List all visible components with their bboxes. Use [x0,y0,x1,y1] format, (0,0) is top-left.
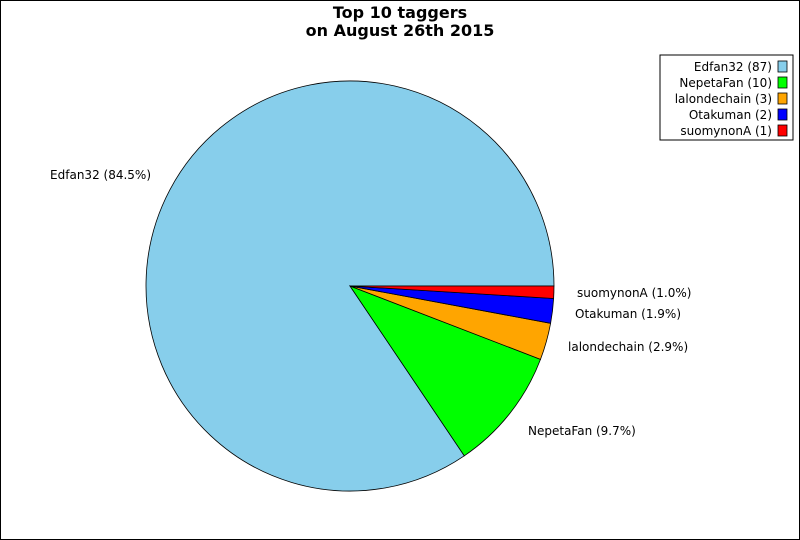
slice-label-suomynona: suomynonA (1.0%) [577,286,691,300]
legend-label-nepetafan: NepetaFan (10) [679,76,772,90]
legend-label-edfan32: Edfan32 (87) [694,60,772,74]
slice-label-lalondechain: lalondechain (2.9%) [568,340,688,354]
legend-swatch-suomynona [777,124,788,137]
legend-label-otakuman: Otakuman (2) [689,108,772,122]
pie-labels: Edfan32 (84.5%) NepetaFan (9.7%) lalondech… [50,168,691,438]
pie-slices [145,80,555,492]
legend-swatch-lalondechain [777,92,788,105]
slice-label-nepetafan: NepetaFan (9.7%) [528,424,636,438]
legend-label-lalondechain: lalondechain (3) [675,92,772,106]
pie-slice-nepetafan [348,285,542,457]
legend: Edfan32 (87) NepetaFan (10) lalondechain (… [659,54,794,141]
slice-label-otakuman: Otakuman (1.9%) [575,307,681,321]
chart-title-line-1: Top 10 taggers [333,3,467,22]
pie-slice-suomynona [349,285,555,299]
legend-swatch-otakuman [777,108,788,121]
slice-label-edfan32: Edfan32 (84.5%) [50,168,151,182]
legend-swatch-nepetafan [777,76,788,89]
legend-box [659,54,794,141]
legend-swatch-edfan32 [777,60,788,73]
legend-label-suomynona: suomynonA (1) [680,124,772,138]
chart-title-line-2: on August 26th 2015 [306,21,495,40]
